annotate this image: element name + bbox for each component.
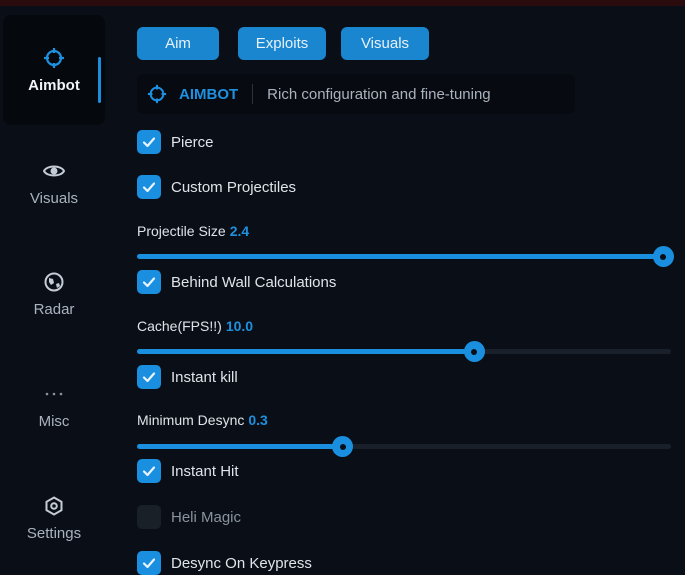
heli-magic-checkbox[interactable]: Heli Magic bbox=[137, 505, 241, 529]
slider-handle[interactable] bbox=[463, 341, 485, 362]
checkbox-label: Pierce bbox=[171, 133, 214, 151]
custom-projectiles-checkbox[interactable]: Custom Projectiles bbox=[137, 175, 296, 199]
cache-slider[interactable] bbox=[137, 341, 671, 362]
slider-fill bbox=[137, 444, 346, 449]
tab-aim[interactable]: Aim bbox=[137, 27, 219, 60]
checkmark-icon bbox=[142, 372, 156, 383]
slider-fill bbox=[137, 349, 479, 354]
checkbox-label: Custom Projectiles bbox=[171, 178, 297, 196]
checkbox-label: Instant Hit bbox=[171, 462, 239, 480]
checkmark-icon bbox=[142, 558, 156, 569]
checkbox-box[interactable] bbox=[137, 365, 161, 389]
checkbox-box[interactable] bbox=[137, 459, 161, 483]
checkbox-box[interactable] bbox=[137, 551, 161, 575]
slider-handle[interactable] bbox=[332, 436, 354, 457]
slider-value: 0.3 bbox=[248, 412, 268, 428]
checkbox-label: Heli Magic bbox=[171, 508, 242, 526]
sidebar-item-misc[interactable]: Misc bbox=[3, 351, 105, 461]
checkbox-box[interactable] bbox=[137, 505, 161, 529]
desync-keypress-checkbox[interactable]: Desync On Keypress bbox=[137, 551, 312, 575]
sidebar-item-aimbot[interactable]: Aimbot bbox=[3, 15, 105, 125]
projectile-size-label: Projectile Size 2.4 bbox=[137, 223, 250, 239]
slider-value: 2.4 bbox=[229, 223, 250, 239]
checkbox-label: Desync On Keypress bbox=[171, 554, 312, 572]
sidebar-item-label: Misc bbox=[38, 413, 70, 430]
projectile-size-slider[interactable] bbox=[137, 246, 674, 267]
checkbox-box[interactable] bbox=[137, 270, 161, 294]
checkbox-label: Instant kill bbox=[171, 368, 238, 386]
checkbox-box[interactable] bbox=[137, 175, 161, 199]
tab-exploits[interactable]: Exploits bbox=[238, 27, 326, 60]
min-desync-slider[interactable] bbox=[137, 436, 671, 457]
window-top-bar bbox=[0, 0, 685, 6]
sidebar: Aimbot Visuals Radar Misc Settings bbox=[0, 6, 112, 575]
section-header: AIMBOT Rich configuration and fine-tunin… bbox=[137, 74, 575, 114]
sidebar-item-label: Settings bbox=[26, 525, 82, 542]
min-desync-label: Minimum Desync 0.3 bbox=[137, 412, 268, 428]
globe-icon bbox=[3, 271, 105, 293]
more-icon bbox=[3, 383, 105, 405]
cache-label: Cache(FPS!!) 10.0 bbox=[137, 318, 254, 334]
crosshair-icon bbox=[147, 84, 167, 104]
tab-visuals[interactable]: Visuals bbox=[341, 27, 429, 60]
eye-icon bbox=[3, 160, 105, 182]
slider-fill bbox=[137, 254, 671, 259]
sidebar-item-label: Radar bbox=[33, 301, 75, 318]
crosshair-icon bbox=[3, 47, 105, 69]
sidebar-item-label: Visuals bbox=[29, 190, 79, 207]
checkmark-icon bbox=[142, 277, 156, 288]
sidebar-item-label: Aimbot bbox=[28, 77, 80, 94]
checkbox-box[interactable] bbox=[137, 130, 161, 154]
slider-handle[interactable] bbox=[652, 246, 674, 267]
pierce-checkbox[interactable]: Pierce bbox=[137, 130, 214, 154]
sidebar-item-radar[interactable]: Radar bbox=[3, 239, 105, 349]
section-title: AIMBOT bbox=[179, 85, 239, 103]
slider-value: 10.0 bbox=[225, 318, 254, 334]
sidebar-item-settings[interactable]: Settings bbox=[3, 463, 105, 573]
checkmark-icon bbox=[142, 466, 156, 477]
checkmark-icon bbox=[142, 137, 156, 148]
active-indicator bbox=[98, 57, 101, 103]
sidebar-item-visuals[interactable]: Visuals bbox=[3, 128, 105, 238]
divider bbox=[252, 84, 254, 104]
instant-kill-checkbox[interactable]: Instant kill bbox=[137, 365, 238, 389]
instant-hit-checkbox[interactable]: Instant Hit bbox=[137, 459, 239, 483]
checkbox-label: Behind Wall Calculations bbox=[171, 273, 337, 291]
gear-icon bbox=[3, 495, 105, 517]
section-description: Rich configuration and fine-tuning bbox=[267, 85, 491, 103]
behind-wall-checkbox[interactable]: Behind Wall Calculations bbox=[137, 270, 336, 294]
checkmark-icon bbox=[142, 182, 156, 193]
